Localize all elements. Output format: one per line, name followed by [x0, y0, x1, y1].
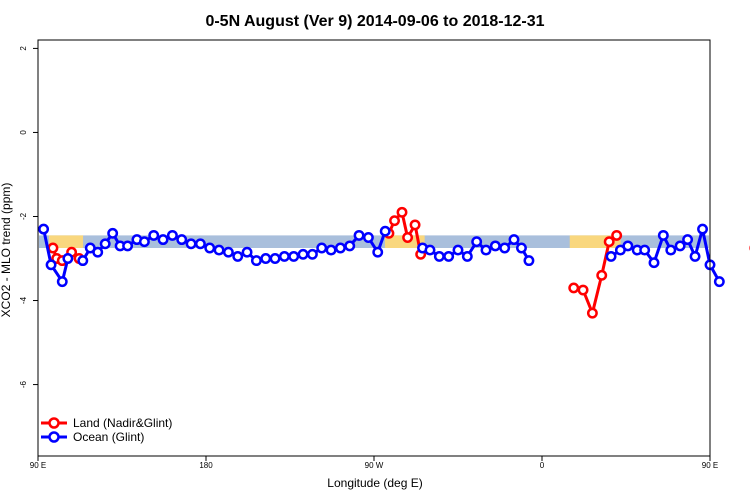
y-tick-label: 0	[19, 130, 28, 135]
y-tick-label: -4	[19, 296, 28, 304]
data-point-ocean	[682, 234, 694, 246]
y-tick-label: -6	[19, 380, 28, 388]
data-point-ocean	[148, 229, 160, 241]
data-point-ocean	[379, 225, 391, 237]
data-point-ocean	[77, 255, 89, 267]
data-point-ocean	[622, 240, 634, 252]
y-axis-label: XCO2 - MLO trend (ppm)	[0, 183, 13, 318]
data-point-ocean	[185, 238, 197, 250]
x-axis-ticks: 90 E 180 90 W 0 90 E	[30, 456, 718, 470]
data-point-ocean	[325, 244, 337, 256]
data-point-ocean	[508, 234, 520, 246]
data-point-ocean	[306, 248, 318, 260]
data-point-ocean	[433, 250, 445, 262]
data-point-ocean	[297, 248, 309, 260]
data-point-land	[47, 242, 59, 254]
legend: Land (Nadir&Glint) Ocean (Glint)	[41, 416, 172, 444]
data-point-ocean	[92, 246, 104, 258]
x-tick-label: 0	[540, 461, 545, 470]
data-point-ocean	[334, 242, 346, 254]
data-point-ocean	[166, 229, 178, 241]
data-point-land	[409, 219, 421, 231]
data-point-ocean	[241, 246, 253, 258]
data-point-ocean	[452, 244, 464, 256]
data-point-land	[577, 284, 589, 296]
data-point-ocean	[657, 229, 669, 241]
data-point-ocean	[232, 250, 244, 262]
data-point-ocean	[45, 259, 57, 271]
data-point-ocean	[213, 244, 225, 256]
data-point-land	[389, 215, 400, 227]
x-tick-label: 90 W	[365, 461, 384, 470]
data-point-land	[603, 236, 615, 248]
data-point-land	[568, 282, 580, 294]
data-point-ocean	[489, 240, 501, 252]
data-point-ocean	[480, 244, 492, 256]
legend-item-ocean: Ocean (Glint)	[41, 430, 144, 444]
data-point-ocean	[194, 238, 206, 250]
data-point-ocean	[260, 253, 272, 264]
data-point-ocean	[56, 276, 68, 288]
data-point-land	[396, 206, 408, 218]
data-point-ocean	[344, 240, 356, 252]
y-tick-label: 2	[19, 46, 28, 51]
x-tick-label: 90 E	[702, 461, 718, 470]
data-point-land	[596, 269, 608, 281]
data-point-ocean	[362, 232, 374, 243]
data-point-ocean	[138, 236, 150, 248]
data-point-ocean	[713, 276, 725, 288]
data-point-ocean	[107, 227, 119, 239]
data-point-ocean	[424, 244, 436, 256]
y-tick-label: -2	[19, 212, 28, 220]
data-point-ocean	[176, 234, 188, 246]
data-point-ocean	[605, 250, 617, 262]
series-layer	[38, 206, 750, 319]
data-point-ocean	[353, 229, 365, 241]
data-point-ocean	[674, 240, 686, 252]
legend-swatch-ocean-marker	[48, 431, 60, 443]
data-point-ocean	[499, 242, 511, 254]
x-tick-label: 180	[199, 461, 213, 470]
y-axis-ticks: 2 0 -2 -4 -6	[19, 46, 38, 388]
data-point-ocean	[516, 242, 527, 254]
data-point-ocean	[316, 242, 328, 254]
data-point-ocean	[99, 238, 111, 250]
legend-swatch-land-marker	[48, 417, 60, 429]
data-point-ocean	[122, 240, 134, 252]
data-point-ocean	[157, 234, 169, 246]
data-point-land	[402, 232, 414, 243]
data-point-ocean	[250, 255, 262, 267]
data-point-ocean	[639, 244, 651, 256]
reference-band-land-segment	[48, 235, 84, 248]
legend-label-ocean: Ocean (Glint)	[73, 430, 144, 444]
data-point-ocean	[443, 250, 455, 262]
data-point-ocean	[38, 223, 50, 235]
data-point-ocean	[372, 246, 384, 258]
series-line-ocean	[42, 228, 70, 284]
data-point-ocean	[689, 250, 701, 262]
data-point-land	[611, 229, 623, 241]
legend-label-land: Land (Nadir&Glint)	[73, 416, 172, 430]
chart-title: 0-5N August (Ver 9) 2014-09-06 to 2018-1…	[205, 13, 544, 30]
data-point-ocean	[288, 250, 300, 262]
data-point-land	[586, 307, 598, 319]
data-point-ocean	[62, 253, 74, 264]
x-tick-label: 90 E	[30, 461, 46, 470]
data-point-ocean	[278, 250, 290, 262]
data-point-ocean	[648, 257, 660, 269]
x-axis-label: Longitude (deg E)	[327, 476, 422, 490]
data-point-ocean	[269, 253, 281, 264]
data-point-ocean	[471, 236, 483, 248]
data-point-ocean	[697, 223, 708, 235]
data-point-ocean	[461, 250, 473, 262]
data-point-ocean	[665, 244, 677, 256]
data-point-ocean	[204, 242, 216, 254]
data-point-ocean	[523, 255, 535, 267]
legend-item-land: Land (Nadir&Glint)	[41, 416, 172, 430]
data-point-ocean	[222, 246, 234, 258]
